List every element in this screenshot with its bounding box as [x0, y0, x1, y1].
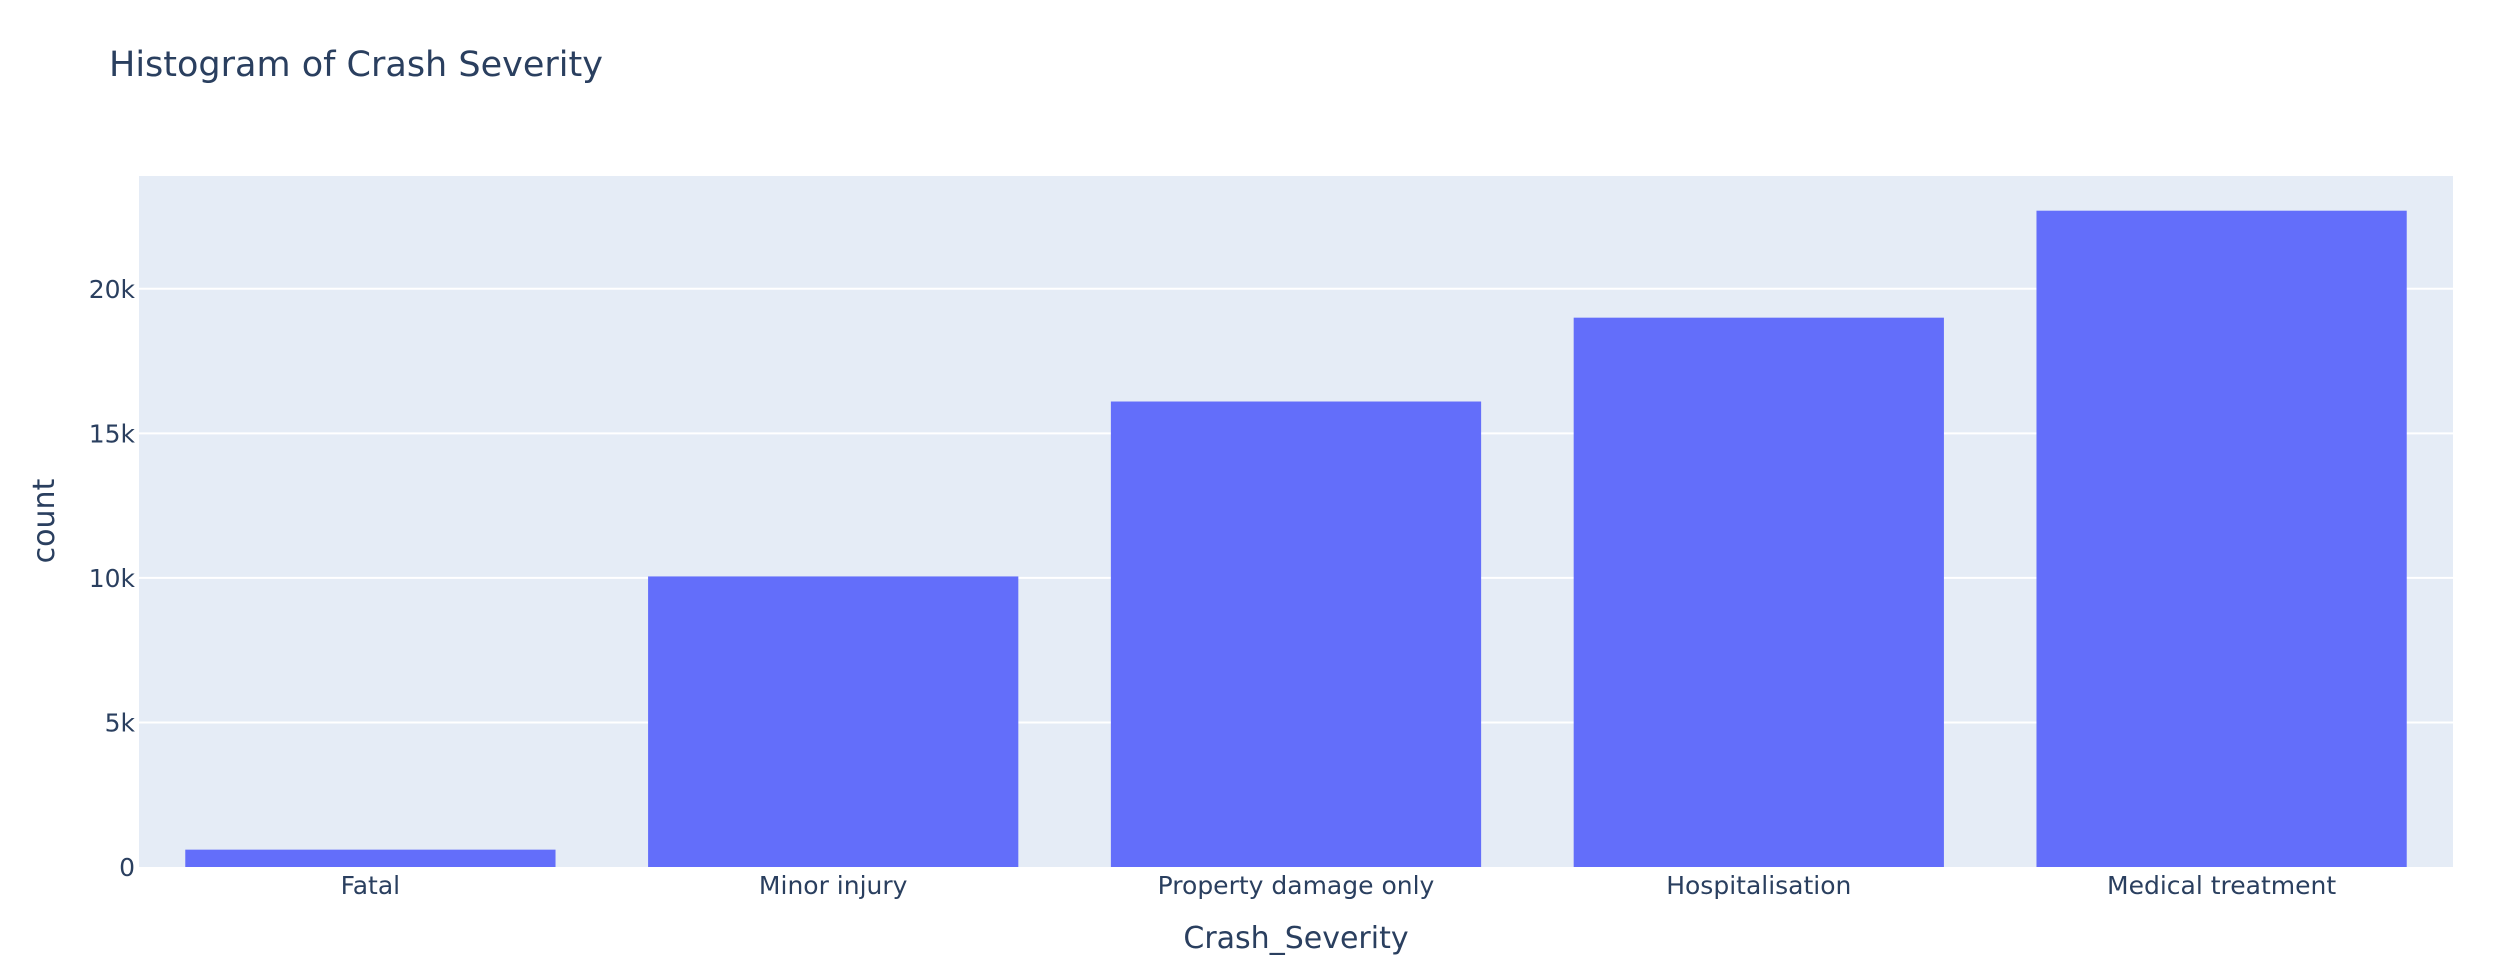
x-tick-label: Minor injury — [759, 871, 908, 900]
x-tick-label: Property damage only — [1158, 871, 1435, 900]
x-tick-label: Fatal — [341, 871, 400, 900]
x-tick-label: Medical treatment — [2107, 871, 2336, 900]
y-tick-label: 10k — [89, 564, 136, 593]
bar-minor-injury[interactable] — [648, 576, 1019, 867]
y-tick-label: 15k — [89, 419, 136, 448]
chart-title: Histogram of Crash Severity — [109, 45, 603, 85]
x-tick-label: Hospitalisation — [1666, 871, 1851, 900]
y-tick-label: 5k — [105, 708, 136, 737]
y-axis-title: count — [27, 478, 62, 563]
x-axis-title: Crash_Severity — [1183, 921, 1408, 956]
bars — [185, 210, 2407, 868]
bar-medical-treatment[interactable] — [2036, 210, 2407, 867]
bar-property-damage-only[interactable] — [1110, 401, 1482, 867]
y-tick-label: 0 — [119, 853, 135, 882]
bar-hospitalisation[interactable] — [1573, 317, 1944, 868]
x-axis-ticks: Fatal Minor injury Property damage only Hos… — [341, 871, 2337, 900]
y-tick-label: 20k — [89, 275, 136, 304]
bar-fatal[interactable] — [185, 849, 556, 867]
y-axis-ticks: 0 5k 10k 15k 20k — [89, 275, 136, 882]
